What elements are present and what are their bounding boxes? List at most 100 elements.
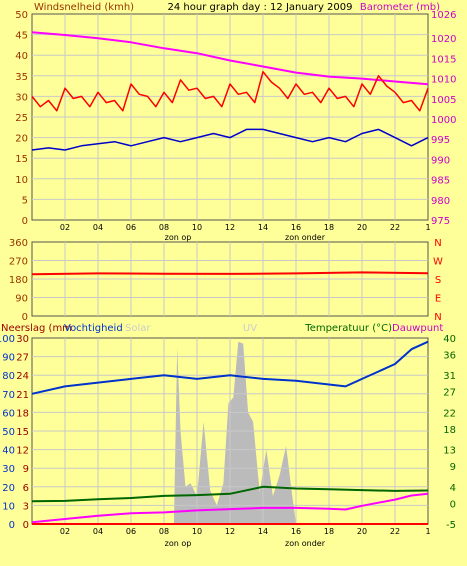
temperature-axis-label: Temperatuur (°C) xyxy=(304,323,392,334)
gust-line xyxy=(31,70,429,112)
climate-series-lines xyxy=(31,340,429,525)
x-tick-label-3-3: 08 xyxy=(159,527,169,536)
humidity-tick-50: 50 xyxy=(2,427,15,438)
solar-area xyxy=(173,341,296,524)
rain-tick-30: 30 xyxy=(16,334,29,345)
barometer-tick-995: 995 xyxy=(431,135,450,146)
x-tick-label-1-4: 10 xyxy=(192,223,202,232)
rain-tick-12: 12 xyxy=(16,446,29,457)
wind-grid xyxy=(32,14,428,220)
wind-tick-50: 50 xyxy=(15,10,28,21)
humidity-axis-label: Vochtigheid xyxy=(64,323,123,334)
wind-tick-45: 45 xyxy=(15,31,28,42)
direction-tick-360: 360 xyxy=(9,238,28,249)
barometer-line xyxy=(31,31,429,86)
barometer-tick-1020: 1020 xyxy=(431,34,456,45)
compass-label-0: N xyxy=(434,238,441,249)
x-tick-label-3-4: 10 xyxy=(192,527,202,536)
compass-label-1: W xyxy=(433,257,443,268)
rain-axis-label: Neerslag (mm xyxy=(1,323,72,334)
temperature-tick-27: 27 xyxy=(443,388,456,399)
wind-series-lines xyxy=(31,31,429,151)
wind-tick-0: 0 xyxy=(22,216,28,227)
humidity-tick-20: 20 xyxy=(2,483,15,494)
x-tick-label-3-7: 16 xyxy=(291,527,301,536)
sunset-note: zon onder xyxy=(285,233,326,242)
sunrise-note: zon op xyxy=(165,233,192,242)
climate-x-axis-ticks: 02 04 06 08 10 12 14 16 18 20 22 1 xyxy=(60,527,431,536)
dewpoint-axis-label: Dauwpunt xyxy=(392,323,443,334)
temperature-tick-13: 13 xyxy=(443,446,456,457)
x-tick-label-1-5: 12 xyxy=(225,223,235,232)
wind-axis-ticks: 0 5 10 15 20 25 30 35 40 45 50 xyxy=(15,10,28,227)
direction-tick-270: 270 xyxy=(9,257,28,268)
temperature-tick-36: 36 xyxy=(443,351,456,362)
barometer-tick-980: 980 xyxy=(431,196,450,207)
x-tick-label-3-9: 20 xyxy=(357,527,367,536)
temperature-tick--5: -5 xyxy=(446,520,456,531)
wind-x-axis-ticks: 02 04 06 08 10 12 14 16 18 20 22 1 xyxy=(60,223,431,232)
wind-tick-5: 5 xyxy=(22,195,28,206)
rain-tick-21: 21 xyxy=(16,390,29,401)
compass-label-4: N xyxy=(434,312,441,323)
x-tick-label-1-7: 16 xyxy=(291,223,301,232)
compass-label-3: E xyxy=(435,294,441,305)
compass-label-2: S xyxy=(435,275,441,286)
x-tick-label-3-2: 06 xyxy=(126,527,136,536)
x-tick-label-1-11: 1 xyxy=(425,223,430,232)
humidity-tick-40: 40 xyxy=(2,446,15,457)
barometer-tick-1010: 1010 xyxy=(431,75,456,86)
wind-tick-40: 40 xyxy=(15,51,28,62)
x-tick-label-1-1: 04 xyxy=(93,223,103,232)
x-tick-label-1-9: 20 xyxy=(357,223,367,232)
direction-grid xyxy=(32,242,428,316)
humidity-tick-80: 80 xyxy=(2,371,15,382)
humidity-tick-0: 0 xyxy=(9,520,15,531)
temperature-tick-0: 0 xyxy=(450,499,456,510)
x-tick-label-1-10: 22 xyxy=(390,223,400,232)
x-tick-label-3-6: 14 xyxy=(258,527,268,536)
direction-tick-0: 0 xyxy=(22,312,28,323)
direction-tick-180: 180 xyxy=(9,275,28,286)
humidity-line xyxy=(31,340,429,395)
wind-tick-15: 15 xyxy=(15,154,28,165)
temperature-tick-31: 31 xyxy=(443,371,456,382)
direction-series-lines xyxy=(31,271,429,276)
x-tick-label-3-1: 04 xyxy=(93,527,103,536)
x-tick-label-3-8: 18 xyxy=(324,527,334,536)
barometer-tick-1015: 1015 xyxy=(431,54,456,65)
climate-panel: 0102030405060708090100036912151821242730… xyxy=(0,323,456,548)
barometer-tick-990: 990 xyxy=(431,155,450,166)
rain-humidity-axis-ticks: 0102030405060708090100036912151821242730 xyxy=(0,334,29,531)
wind-tick-25: 25 xyxy=(15,113,28,124)
humidity-tick-100: 100 xyxy=(0,334,15,345)
temperature-tick-22: 22 xyxy=(443,408,456,419)
x-tick-label-1-3: 08 xyxy=(159,223,169,232)
humidity-tick-60: 60 xyxy=(2,408,15,419)
rain-tick-3: 3 xyxy=(23,501,29,512)
wind-speed-line xyxy=(31,128,429,151)
x-tick-label-3-10: 22 xyxy=(390,527,400,536)
uv-label: UV xyxy=(243,323,257,334)
x-tick-label-1-0: 02 xyxy=(60,223,70,232)
barometer-tick-975: 975 xyxy=(431,216,450,227)
rain-tick-9: 9 xyxy=(23,464,29,475)
solar-radiation-area xyxy=(173,341,296,524)
temperature-tick-9: 9 xyxy=(450,462,456,473)
humidity-tick-30: 30 xyxy=(2,464,15,475)
direction-tick-90: 90 xyxy=(15,294,28,305)
solar-label: Solar xyxy=(125,323,151,334)
direction-axis-ticks: 0 90 180 270 360 xyxy=(9,238,28,323)
rain-tick-27: 27 xyxy=(16,353,29,364)
barometer-axis-label: Barometer (mb) xyxy=(360,2,440,13)
wind-tick-10: 10 xyxy=(15,175,28,186)
humidity-tick-90: 90 xyxy=(2,353,15,364)
humidity-tick-70: 70 xyxy=(2,390,15,401)
barometer-axis-ticks: 975 980 985 990 995 1000 1005 1010 1015 1020 1026 xyxy=(431,10,456,227)
temperature-line xyxy=(31,485,429,503)
humidity-tick-10: 10 xyxy=(2,501,15,512)
